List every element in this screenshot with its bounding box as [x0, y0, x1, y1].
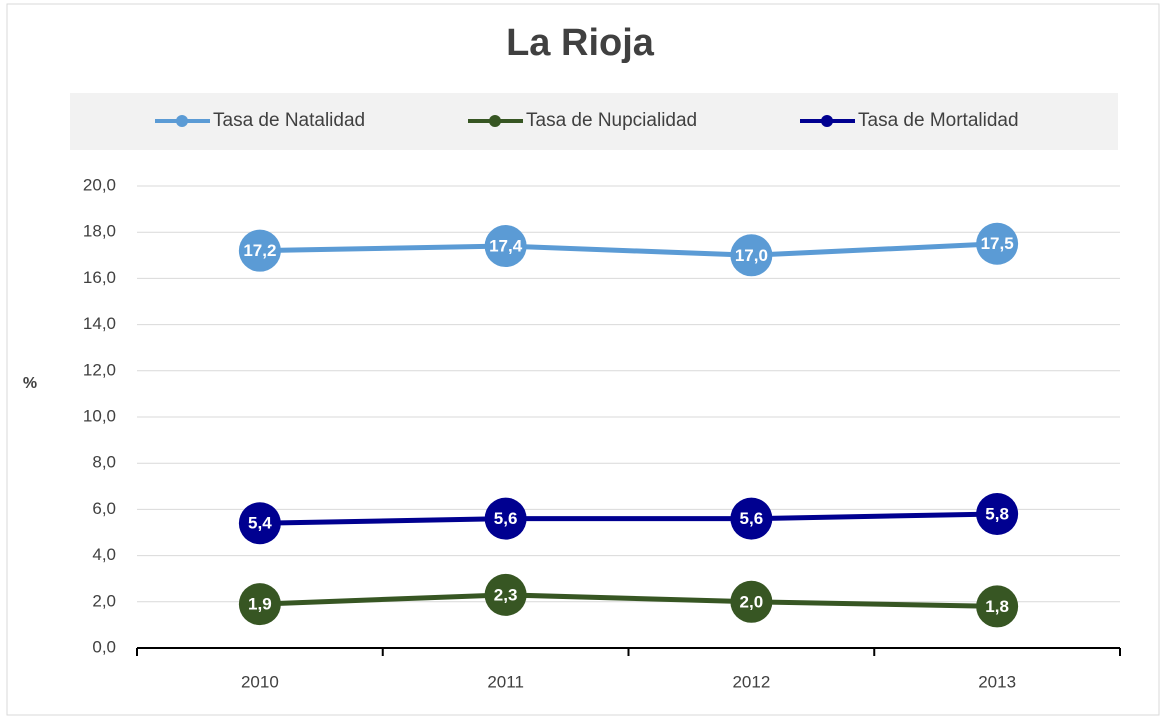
y-tick-label: 20,0: [83, 175, 116, 194]
series-line: [259, 592, 998, 609]
point: [484, 497, 527, 540]
value-label: 2,0: [740, 592, 764, 611]
value-label: 17,4: [489, 237, 523, 256]
y-axis-label: %: [23, 375, 37, 392]
y-tick-label: 6,0: [92, 499, 116, 518]
y-tick-label: 8,0: [92, 453, 116, 472]
legend-label: Tasa de Natalidad: [213, 110, 365, 131]
x-tick-label: 2012: [732, 672, 770, 691]
value-label: 1,9: [248, 595, 272, 614]
value-label: 2,3: [494, 585, 518, 604]
legend-box: [70, 93, 1118, 150]
value-label: 5,6: [740, 509, 764, 528]
legend-marker: [489, 115, 501, 127]
value-label: 5,8: [985, 505, 1009, 524]
y-tick-label: 18,0: [83, 222, 116, 241]
point: [976, 493, 1019, 536]
y-tick-label: 2,0: [92, 591, 116, 610]
y-tick-label: 16,0: [83, 268, 116, 287]
y-tick-label: 14,0: [83, 314, 116, 333]
point: [730, 234, 773, 277]
series-line: [259, 241, 998, 258]
x-tick-label: 2011: [487, 672, 524, 691]
legend-marker: [821, 115, 833, 127]
y-tick-label: 12,0: [83, 360, 116, 379]
chart-title: La Rioja: [506, 22, 655, 64]
point: [976, 222, 1019, 265]
point: [238, 229, 281, 272]
y-tick-label: 4,0: [92, 545, 116, 564]
point: [730, 580, 773, 623]
point: [976, 585, 1019, 628]
point: [484, 573, 527, 616]
legend-label: Tasa de Nupcialidad: [526, 110, 697, 131]
point: [238, 583, 281, 626]
value-label: 17,0: [735, 246, 768, 265]
point: [730, 497, 773, 540]
value-label: 17,5: [981, 234, 1014, 253]
y-tick-label: 0,0: [92, 637, 116, 656]
x-tick-label: 2013: [978, 672, 1016, 691]
legend-marker: [176, 115, 188, 127]
x-tick-label: 2010: [241, 672, 279, 691]
point: [238, 502, 281, 545]
value-label: 5,4: [248, 514, 272, 533]
series-line: [259, 511, 998, 526]
point: [484, 225, 527, 268]
y-tick-label: 10,0: [83, 406, 116, 425]
value-label: 5,6: [494, 509, 518, 528]
legend-label: Tasa de Mortalidad: [858, 110, 1019, 131]
value-label: 17,2: [243, 241, 276, 260]
value-label: 1,8: [985, 597, 1009, 616]
